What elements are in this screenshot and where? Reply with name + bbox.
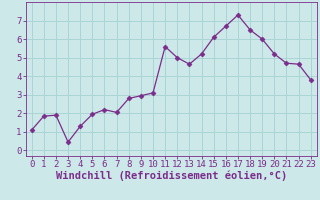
X-axis label: Windchill (Refroidissement éolien,°C): Windchill (Refroidissement éolien,°C) — [56, 171, 287, 181]
